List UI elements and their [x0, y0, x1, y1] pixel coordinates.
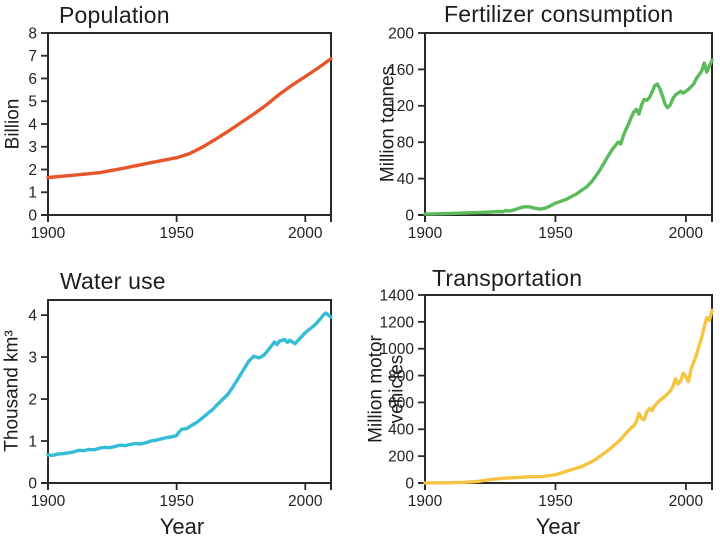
svg-text:0: 0 [405, 475, 414, 492]
svg-text:400: 400 [388, 422, 414, 439]
svg-text:5: 5 [28, 94, 37, 111]
svg-text:1950: 1950 [538, 493, 573, 510]
chart-title-population: Population [59, 2, 170, 28]
plot-area-population: 0 1 2 3 4 5 6 7 8 1900 1950 2000 [28, 25, 333, 242]
svg-text:1900: 1900 [408, 493, 443, 510]
svg-text:7: 7 [28, 48, 37, 65]
y-axis-title-water-use: Thousand km³ [1, 330, 23, 452]
x-axis-title-left: Year [159, 514, 205, 539]
x-axis-title-right: Year [535, 514, 581, 539]
svg-text:1900: 1900 [31, 493, 66, 510]
svg-text:0: 0 [28, 207, 37, 224]
svg-text:800: 800 [388, 368, 414, 385]
svg-text:4: 4 [28, 308, 37, 325]
svg-text:200: 200 [388, 25, 414, 42]
svg-text:1900: 1900 [408, 225, 443, 242]
svg-text:1950: 1950 [159, 225, 194, 242]
y-axis-title-fertilizer: Million tonnes [377, 65, 399, 183]
svg-text:2000: 2000 [669, 493, 704, 510]
svg-text:8: 8 [28, 25, 37, 42]
svg-text:2000: 2000 [288, 493, 323, 510]
svg-text:600: 600 [388, 395, 414, 412]
svg-text:1900: 1900 [31, 225, 66, 242]
chart-title-fertilizer: Fertilizer consumption [444, 1, 674, 27]
svg-text:2: 2 [28, 162, 37, 179]
svg-text:200: 200 [388, 449, 414, 466]
y-axis-title-population: Billion [2, 98, 24, 150]
svg-text:120: 120 [388, 98, 414, 115]
svg-text:1: 1 [28, 185, 37, 202]
svg-text:6: 6 [28, 71, 37, 88]
svg-text:4: 4 [28, 116, 37, 133]
svg-text:1000: 1000 [380, 341, 415, 358]
svg-text:80: 80 [397, 135, 415, 152]
plot-area-fertilizer: 0 40 80 120 160 200 1900 1950 2000 [388, 25, 714, 242]
svg-text:1: 1 [28, 433, 37, 450]
svg-text:2000: 2000 [288, 225, 323, 242]
svg-text:2: 2 [28, 391, 37, 408]
svg-text:1200: 1200 [380, 314, 415, 331]
svg-text:3: 3 [28, 139, 37, 156]
plot-area-water-use: 0 1 2 3 4 1900 1950 2000 [28, 299, 333, 510]
svg-text:0: 0 [405, 207, 414, 224]
svg-text:1950: 1950 [538, 225, 573, 242]
svg-text:2000: 2000 [669, 225, 704, 242]
svg-text:3: 3 [28, 350, 37, 367]
svg-text:1400: 1400 [380, 287, 415, 304]
chart-title-water-use: Water use [60, 268, 166, 294]
plot-area-transportation: 0 200 400 600 800 1000 1200 1400 1900 1950 2000 [380, 287, 714, 510]
svg-text:0: 0 [28, 475, 37, 492]
svg-text:160: 160 [388, 62, 414, 79]
svg-text:1950: 1950 [159, 493, 194, 510]
chart-title-transportation: Transportation [432, 265, 583, 291]
svg-text:40: 40 [397, 171, 415, 188]
